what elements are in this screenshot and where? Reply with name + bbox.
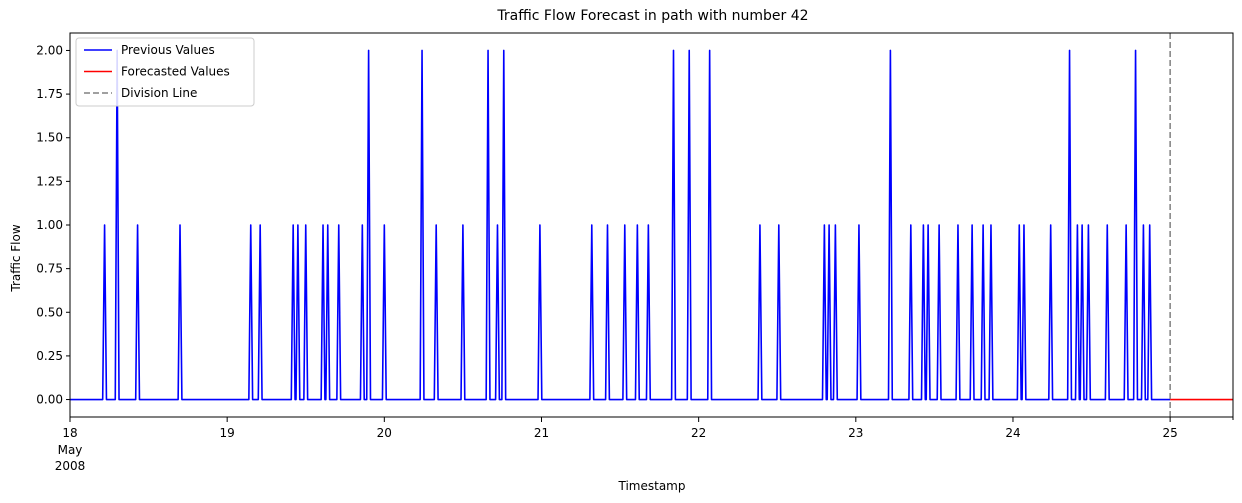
y-tick-label: 1.25 <box>36 174 63 188</box>
legend-label: Forecasted Values <box>121 65 230 79</box>
y-tick-label: 1.00 <box>36 218 63 232</box>
x-tick-label: 23 <box>848 426 863 440</box>
data-point <box>361 224 363 226</box>
y-tick-label: 0.50 <box>36 305 63 319</box>
data-point <box>305 224 307 226</box>
data-point <box>910 224 912 226</box>
data-point <box>1076 224 1079 226</box>
x-tick-label: 18 <box>62 426 77 440</box>
data-point <box>322 224 324 226</box>
y-tick-label: 1.75 <box>36 87 63 101</box>
data-point <box>990 224 992 226</box>
data-point <box>624 224 626 226</box>
data-point <box>606 224 609 226</box>
data-point <box>636 224 638 226</box>
data-point <box>327 224 329 226</box>
data-point <box>462 224 464 226</box>
y-axis-label: Traffic Flow <box>9 224 23 292</box>
x-tick-sublabel: 2008 <box>55 459 86 473</box>
y-tick-label: 0.25 <box>36 349 63 363</box>
data-point <box>922 224 924 226</box>
data-point <box>383 224 385 226</box>
data-point <box>1134 49 1137 52</box>
legend-box <box>75 37 255 107</box>
data-point <box>688 49 690 52</box>
x-axis: 18 May 2008 19 20 21 22 23 24 25 <box>55 417 1234 473</box>
y-tick-label: 0.75 <box>36 262 63 276</box>
data-point <box>1142 224 1145 226</box>
series-layer <box>70 49 1233 401</box>
data-point <box>136 224 139 226</box>
plot-background <box>70 33 1233 417</box>
data-point <box>487 49 489 52</box>
data-point <box>834 224 836 226</box>
x-axis-label: Timestamp <box>618 479 686 493</box>
data-point <box>503 49 505 52</box>
data-point <box>938 224 940 226</box>
data-point <box>709 49 711 52</box>
legend-label: Previous Values <box>121 43 215 57</box>
data-point <box>1125 224 1127 226</box>
data-point <box>1087 224 1090 226</box>
data-point <box>368 49 370 52</box>
data-point <box>421 49 423 52</box>
data-point <box>828 224 830 226</box>
x-tick-label: 24 <box>1005 426 1020 440</box>
data-point <box>1050 224 1052 226</box>
data-point <box>647 224 649 226</box>
data-point <box>889 49 891 52</box>
data-point <box>1149 224 1151 226</box>
data-point <box>292 224 294 226</box>
data-point <box>1023 224 1025 226</box>
data-point <box>1018 224 1020 226</box>
y-tick-label: 1.50 <box>36 131 63 145</box>
data-point <box>591 224 593 226</box>
x-tick-label: 20 <box>377 426 392 440</box>
y-tick-label: 0.00 <box>36 393 63 407</box>
data-point <box>250 224 252 226</box>
data-point <box>103 224 106 226</box>
data-point <box>672 49 675 52</box>
data-point <box>759 224 761 226</box>
data-point <box>297 224 299 226</box>
x-tick-label: 22 <box>691 426 706 440</box>
x-tick-sublabel: May <box>58 443 83 457</box>
data-point <box>496 224 499 226</box>
data-point <box>982 224 984 226</box>
data-point <box>539 224 541 226</box>
legend: Previous Values Forecasted Values Division… <box>75 37 255 107</box>
y-tick-label: 2.00 <box>36 43 63 57</box>
data-point <box>957 224 959 226</box>
data-point <box>778 224 780 226</box>
x-tick-label: 19 <box>220 426 235 440</box>
x-tick-label: 21 <box>534 426 549 440</box>
chart-title: Traffic Flow Forecast in path with numbe… <box>496 8 808 24</box>
data-point <box>858 224 860 226</box>
data-point <box>1106 224 1108 226</box>
data-point <box>1068 49 1071 52</box>
x-tick-label: 25 <box>1162 426 1177 440</box>
data-point <box>338 224 340 226</box>
data-point <box>1081 224 1083 226</box>
legend-label: Division Line <box>121 86 197 100</box>
data-point <box>259 224 261 226</box>
data-point <box>823 224 825 226</box>
data-point <box>179 224 181 226</box>
data-point <box>435 224 437 226</box>
data-point <box>971 224 973 226</box>
data-point <box>927 224 929 226</box>
plot-area <box>69 32 1234 418</box>
y-axis: 0.00 0.25 0.50 0.75 1.00 1.25 1.50 1.75 2.00 <box>36 43 70 407</box>
